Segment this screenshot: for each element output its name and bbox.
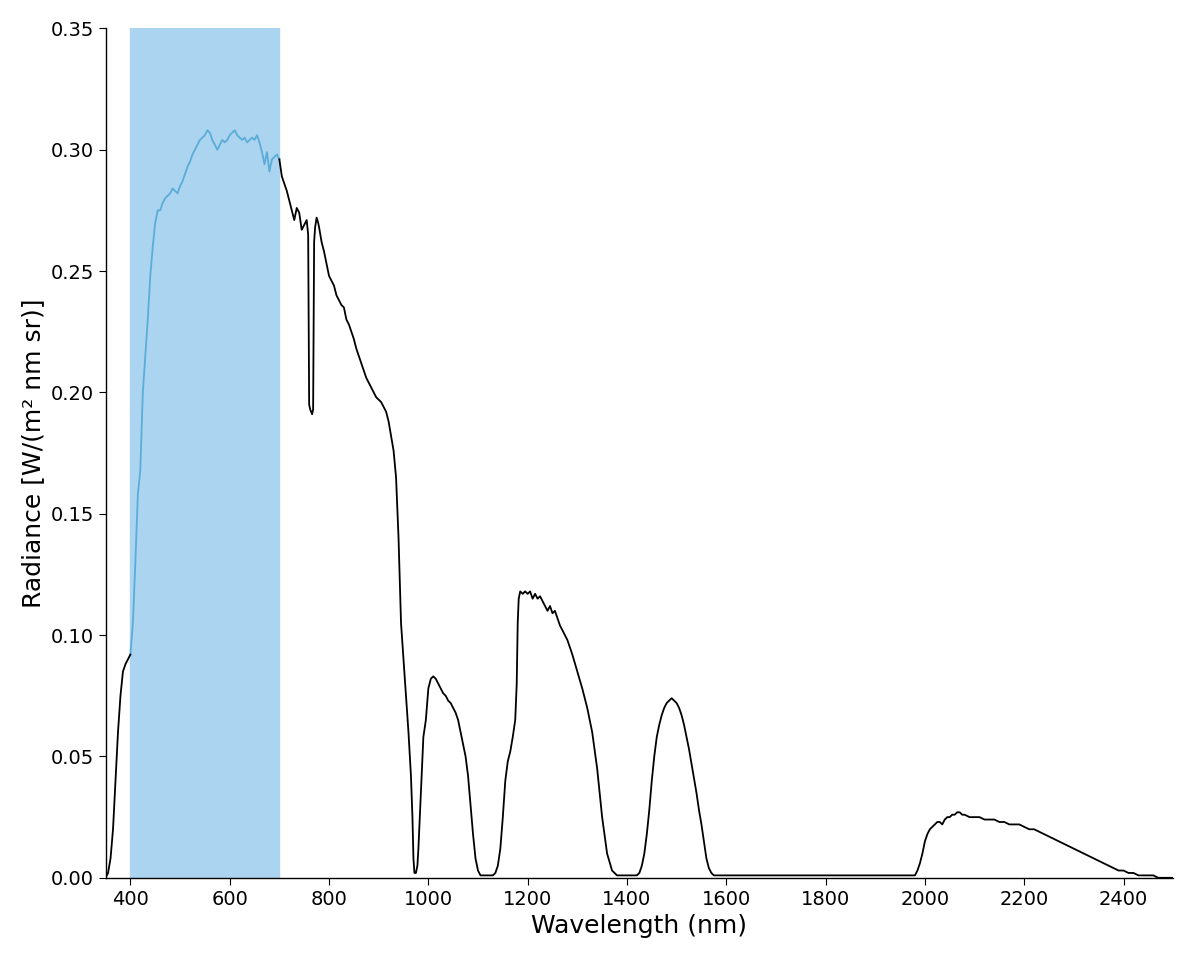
Bar xyxy=(130,29,279,877)
X-axis label: Wavelength (nm): Wavelength (nm) xyxy=(531,914,747,938)
Y-axis label: Radiance [W/(m² nm sr)]: Radiance [W/(m² nm sr)] xyxy=(20,298,45,608)
